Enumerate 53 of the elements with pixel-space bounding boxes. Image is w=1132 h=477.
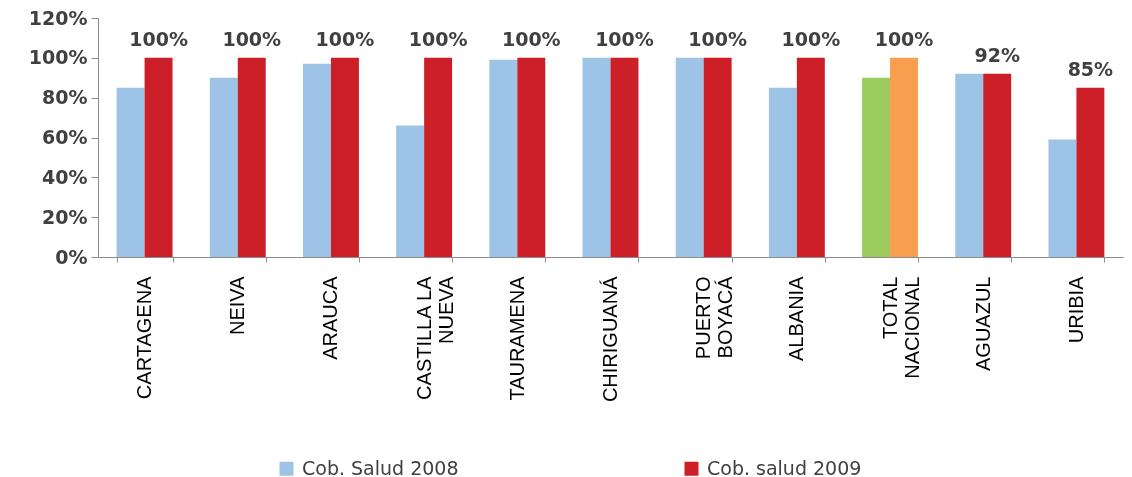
bar bbox=[303, 63, 331, 257]
bar bbox=[424, 57, 453, 257]
y-tick-label: 120% bbox=[28, 6, 88, 29]
bar bbox=[610, 57, 639, 257]
legend-label: Cob. salud 2009 bbox=[707, 456, 862, 477]
x-tick-label: CHIRIGUANÁ bbox=[599, 275, 621, 403]
legend-label: Cob. Salud 2008 bbox=[302, 456, 459, 477]
bar bbox=[144, 57, 173, 257]
x-tick-label: TOTAL NACIONAL bbox=[878, 276, 923, 379]
bar bbox=[517, 57, 546, 257]
bar bbox=[983, 73, 1012, 257]
bar bbox=[675, 57, 704, 257]
data-label: 100% bbox=[688, 27, 748, 50]
data-label: 92% bbox=[974, 43, 1020, 66]
bar bbox=[796, 57, 825, 257]
bar bbox=[703, 57, 732, 257]
y-tick-label: 60% bbox=[42, 126, 88, 148]
y-tick-label: 100% bbox=[28, 46, 88, 69]
data-label: 100% bbox=[129, 27, 188, 50]
data-label: 100% bbox=[408, 27, 468, 50]
data-label: 100% bbox=[501, 27, 561, 50]
bar bbox=[330, 57, 359, 257]
x-tick-label: URIBIA bbox=[1064, 275, 1087, 344]
x-tick-label: TAURAMENA bbox=[505, 275, 528, 401]
x-tick-label: AGUAZUL bbox=[971, 276, 994, 371]
data-label: 100% bbox=[874, 27, 934, 50]
bar bbox=[768, 87, 797, 257]
x-tick-label: CASTILLA LA NUEVA bbox=[412, 275, 457, 400]
data-label: 100% bbox=[222, 27, 282, 50]
bar bbox=[396, 125, 425, 257]
bar bbox=[862, 77, 891, 257]
bar bbox=[116, 87, 145, 257]
data-label: 100% bbox=[315, 27, 375, 50]
bar bbox=[582, 57, 611, 257]
bar bbox=[955, 73, 984, 257]
y-tick-label: 20% bbox=[42, 205, 88, 228]
bar bbox=[489, 59, 518, 257]
y-tick-label: 80% bbox=[42, 86, 88, 109]
data-label: 100% bbox=[781, 27, 841, 50]
data-label: 100% bbox=[595, 27, 654, 50]
y-tick-label: 0% bbox=[55, 245, 88, 268]
bar bbox=[1076, 87, 1105, 257]
y-tick-label: 40% bbox=[42, 165, 88, 188]
x-tick-label: NEIVA bbox=[226, 275, 249, 336]
data-label: 85% bbox=[1067, 57, 1114, 80]
x-tick-label: PUERTO BOYACÁ bbox=[692, 275, 737, 360]
x-tick-label: ARAUCA bbox=[319, 275, 342, 360]
bar bbox=[1048, 139, 1077, 257]
bar bbox=[890, 57, 918, 257]
bar bbox=[237, 57, 266, 257]
x-tick-label: CARTAGENA bbox=[133, 275, 156, 400]
x-tick-label: ALBANIA bbox=[785, 275, 808, 361]
bar bbox=[209, 77, 238, 257]
